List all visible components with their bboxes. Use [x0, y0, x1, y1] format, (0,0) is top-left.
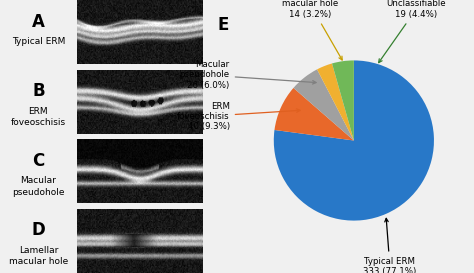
- Text: E: E: [218, 16, 229, 34]
- Wedge shape: [274, 60, 434, 221]
- Text: A: A: [32, 13, 45, 31]
- Text: C: C: [32, 152, 45, 170]
- Text: B: B: [32, 82, 45, 100]
- Text: Lamellar
macular hole: Lamellar macular hole: [9, 246, 68, 266]
- Text: D: D: [31, 221, 45, 239]
- Text: Typical ERM: Typical ERM: [12, 37, 65, 46]
- Text: Macular
pseudohole: Macular pseudohole: [12, 176, 64, 197]
- Text: ERM
foveoschisis: ERM foveoschisis: [11, 107, 66, 127]
- Text: Typical ERM
333 (77.1%): Typical ERM 333 (77.1%): [363, 218, 417, 273]
- Wedge shape: [293, 69, 354, 141]
- Wedge shape: [274, 88, 354, 141]
- Text: ERM
foveoschisis
40 (9.3%): ERM foveoschisis 40 (9.3%): [177, 102, 300, 131]
- Text: Macular
pseudohole
26 (6.0%): Macular pseudohole 26 (6.0%): [180, 60, 316, 90]
- Text: Lamellar
macular hole
14 (3.2%): Lamellar macular hole 14 (3.2%): [282, 0, 342, 60]
- Wedge shape: [332, 60, 354, 141]
- Wedge shape: [317, 63, 354, 141]
- Text: Unclassifiable
19 (4.4%): Unclassifiable 19 (4.4%): [379, 0, 446, 63]
